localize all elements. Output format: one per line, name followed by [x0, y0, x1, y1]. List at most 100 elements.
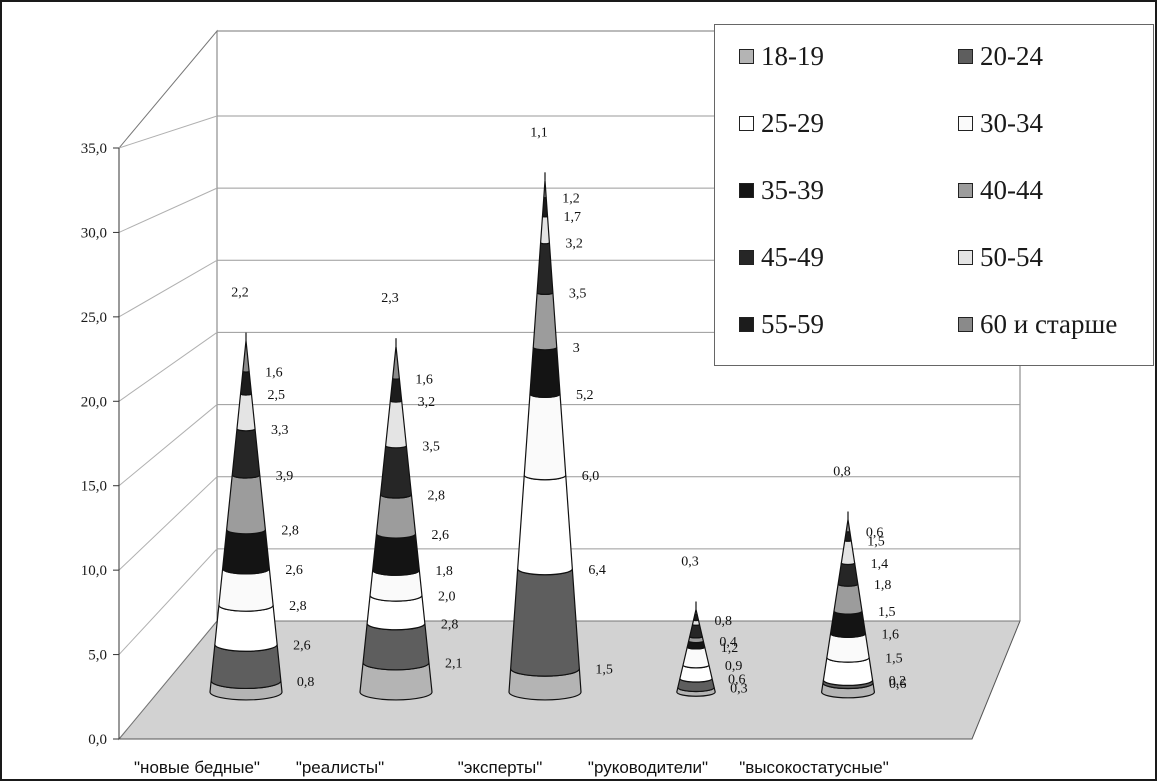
- cone-segment: [242, 340, 250, 373]
- cone-segment: [543, 180, 547, 199]
- gridline-side: [118, 476, 218, 571]
- cone-segment: [844, 530, 852, 542]
- gridline-side: [118, 115, 218, 149]
- cone-segment: [218, 568, 274, 612]
- legend-label: 50-54: [980, 242, 1043, 272]
- data-label: 2,8: [281, 524, 299, 539]
- legend-label: 45-49: [761, 242, 824, 272]
- legend: 18-19 20-24 25-29 30-34 35-39 40-44 45-49 50-54…: [714, 24, 1154, 366]
- legend-label: 20-24: [980, 41, 1043, 71]
- y-tick-label: 15,0: [81, 479, 107, 495]
- cone-segment: [389, 377, 403, 403]
- category-label: "новые бедные": [134, 758, 260, 777]
- gridline-side: [118, 332, 218, 402]
- data-label: 1,7: [564, 210, 582, 225]
- y-tick-label: 30,0: [81, 225, 107, 241]
- legend-swatch: [739, 250, 754, 265]
- data-label: 2,5: [267, 388, 285, 403]
- legend-item: 50-54: [958, 242, 1043, 273]
- data-label: 6,0: [582, 469, 600, 484]
- cone-segment: [540, 215, 550, 245]
- data-label: 3,3: [271, 423, 289, 438]
- legend-item: 25-29: [739, 108, 824, 139]
- data-label: 0,6: [889, 677, 907, 692]
- category-label: "реалисты": [296, 758, 384, 777]
- cone-segment: [231, 428, 261, 479]
- cone-segment: [837, 562, 859, 587]
- cone-segment: [214, 605, 278, 652]
- legend-swatch: [958, 183, 973, 198]
- y-tick-label: 5,0: [88, 648, 107, 664]
- legend-swatch: [739, 116, 754, 131]
- legend-item: 60 и старше: [958, 309, 1117, 340]
- legend-item: 45-49: [739, 242, 824, 273]
- cone-segment: [226, 474, 266, 535]
- gridline-side: [118, 548, 218, 655]
- data-label: 0,6: [728, 673, 746, 688]
- side-wall: [118, 29, 218, 741]
- cone-segment: [379, 445, 413, 499]
- data-label: 5,2: [576, 388, 594, 403]
- cone-segment: [517, 474, 573, 576]
- cone-segment: [523, 393, 567, 481]
- cone-segment: [829, 610, 867, 638]
- cone-segment: [692, 613, 700, 622]
- data-label: 1,2: [562, 191, 580, 206]
- data-label: 2,8: [289, 599, 307, 614]
- gridline-side: [118, 187, 218, 233]
- legend-swatch: [958, 317, 973, 332]
- y-tick-label: 25,0: [81, 310, 107, 326]
- cone-segment: [510, 568, 580, 677]
- data-label: 6,4: [588, 563, 606, 578]
- legend-swatch: [958, 250, 973, 265]
- legend-label: 40-44: [980, 175, 1043, 205]
- cone-segment: [536, 242, 554, 295]
- cone-segment: [372, 533, 420, 576]
- data-label: 2,6: [432, 528, 450, 543]
- data-label: 1,4: [871, 557, 889, 572]
- cone-segment: [541, 196, 549, 218]
- data-label: 2,2: [231, 286, 249, 301]
- data-label: 0,3: [730, 682, 748, 697]
- cone-segment: [362, 623, 430, 671]
- cone-segment: [236, 393, 256, 432]
- cone-segment: [532, 292, 558, 351]
- data-label: 2,8: [427, 489, 445, 504]
- legend-swatch: [739, 49, 754, 64]
- data-label: 2,3: [381, 291, 399, 306]
- data-label: 0,9: [725, 659, 743, 674]
- legend-item: 18-19: [739, 41, 824, 72]
- data-label: 0,6: [866, 526, 884, 541]
- data-label: 0,8: [297, 675, 315, 690]
- legend-label: 35-39: [761, 175, 824, 205]
- gridline-side: [118, 404, 218, 487]
- category-label: "высокостатусные": [739, 758, 889, 777]
- data-label: 0,2: [889, 674, 907, 689]
- cone-segment: [375, 494, 417, 539]
- y-tick-label: 0,0: [88, 732, 107, 748]
- legend-swatch: [958, 49, 973, 64]
- legend-item: 40-44: [958, 175, 1043, 206]
- cone-segment: [239, 370, 253, 396]
- data-label: 2,6: [285, 563, 303, 578]
- legend-label: 55-59: [761, 309, 824, 339]
- data-label: 1,2: [721, 641, 739, 656]
- data-label: 1,5: [885, 652, 903, 667]
- cone-segment: [694, 609, 698, 615]
- legend-swatch: [739, 317, 754, 332]
- cone-segment: [845, 519, 851, 533]
- data-label: 3,2: [418, 395, 436, 410]
- y-tick-label: 35,0: [81, 141, 107, 157]
- legend-item: 20-24: [958, 41, 1043, 72]
- legend-item: 30-34: [958, 108, 1043, 139]
- legend-item: 35-39: [739, 175, 824, 206]
- data-label: 1,8: [874, 578, 892, 593]
- data-label: 2,8: [441, 617, 459, 632]
- data-label: 0,4: [719, 635, 737, 650]
- data-label: 2,1: [445, 657, 463, 672]
- data-label: 1,8: [435, 564, 453, 579]
- legend-swatch: [739, 183, 754, 198]
- data-label: 1,6: [881, 628, 899, 643]
- cone-segment: [682, 646, 710, 669]
